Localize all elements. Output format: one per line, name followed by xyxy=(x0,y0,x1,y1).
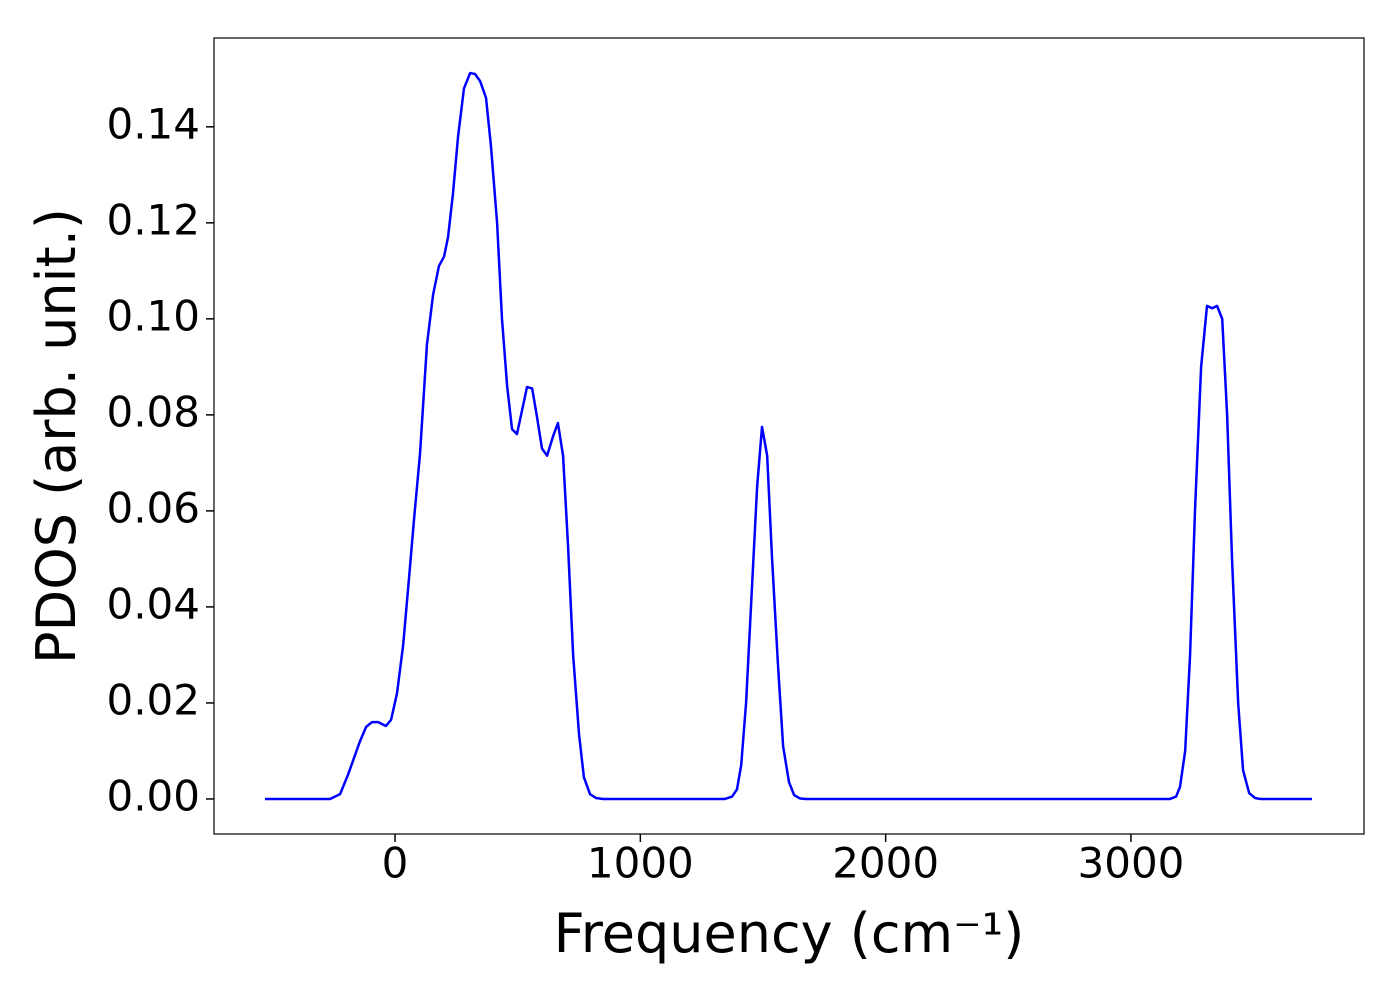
y-axis-label: PDOS (arb. unit.) xyxy=(25,208,88,664)
y-tick-label: 0.02 xyxy=(106,675,200,724)
y-tick-label: 0.14 xyxy=(106,99,200,148)
y-tick-label: 0.08 xyxy=(106,387,200,436)
x-tick-label: 3000 xyxy=(1078,839,1185,888)
y-tick-label: 0.06 xyxy=(106,483,200,532)
plot-frame xyxy=(213,37,1365,835)
x-tick-label: 0 xyxy=(382,839,409,888)
data-line xyxy=(265,71,1312,801)
x-tick-label: 1000 xyxy=(587,839,694,888)
y-tick-label: 0.10 xyxy=(106,291,200,340)
x-tick-label: 2000 xyxy=(832,839,939,888)
y-tick-label: 0.04 xyxy=(106,579,200,628)
x-axis-label: Frequency (cm⁻¹) xyxy=(554,902,1025,965)
y-tick-label: 0.12 xyxy=(106,195,200,244)
y-tick-label: 0.00 xyxy=(106,771,200,820)
